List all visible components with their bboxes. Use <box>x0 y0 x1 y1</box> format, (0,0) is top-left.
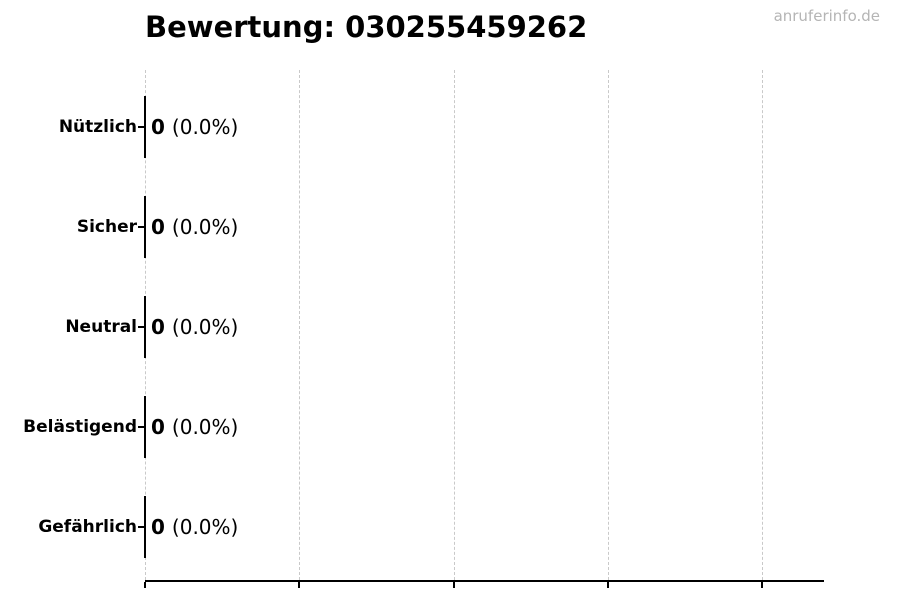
y-axis-tick <box>138 426 144 428</box>
bar-percent: (0.0%) <box>171 415 239 439</box>
gridline-4 <box>762 70 763 580</box>
bar-percent: (0.0%) <box>171 115 239 139</box>
x-axis-tick-2 <box>453 582 455 588</box>
y-axis-tick <box>138 226 144 228</box>
category-label: Gefährlich <box>38 517 137 537</box>
bar-zero-width <box>144 96 146 158</box>
bar-percent: (0.0%) <box>171 515 239 539</box>
x-axis-tick-3 <box>607 582 609 588</box>
bar-count: 0 <box>151 115 165 139</box>
category-label: Sicher <box>76 217 137 237</box>
gridline-1 <box>299 70 300 580</box>
bar-row: Gefährlich 0 (0.0%) <box>0 496 824 558</box>
bar-value-label: 0 (0.0%) <box>151 196 238 258</box>
bar-value-label: 0 (0.0%) <box>151 296 238 358</box>
bar-row: Nützlich 0 (0.0%) <box>0 96 824 158</box>
x-axis-tick-4 <box>761 582 763 588</box>
gridline-2 <box>454 70 455 580</box>
bar-value-label: 0 (0.0%) <box>151 96 238 158</box>
x-axis-tick-1 <box>298 582 300 588</box>
watermark: anruferinfo.de <box>773 7 880 25</box>
x-axis-tick-0 <box>144 582 146 588</box>
bar-zero-width <box>144 396 146 458</box>
y-axis-tick <box>138 526 144 528</box>
bar-row: Sicher 0 (0.0%) <box>0 196 824 258</box>
bar-count: 0 <box>151 315 165 339</box>
bar-count: 0 <box>151 415 165 439</box>
bar-zero-width <box>144 196 146 258</box>
bar-value-label: 0 (0.0%) <box>151 496 238 558</box>
bar-value-label: 0 (0.0%) <box>151 396 238 458</box>
x-axis-line <box>145 580 824 582</box>
category-label: Neutral <box>65 317 137 337</box>
y-axis-tick <box>138 126 144 128</box>
category-label: Belästigend <box>23 417 137 437</box>
bar-row: Belästigend 0 (0.0%) <box>0 396 824 458</box>
chart-title: Bewertung: 030255459262 <box>145 10 588 44</box>
bar-row: Neutral 0 (0.0%) <box>0 296 824 358</box>
category-label: Nützlich <box>58 117 137 137</box>
bar-zero-width <box>144 496 146 558</box>
bar-count: 0 <box>151 215 165 239</box>
y-axis-tick <box>138 326 144 328</box>
plot-area: Nützlich 0 (0.0%) Sicher 0 (0.0%) Neutra… <box>23 70 824 588</box>
bar-percent: (0.0%) <box>171 215 239 239</box>
gridline-3 <box>608 70 609 580</box>
bar-zero-width <box>144 296 146 358</box>
bar-percent: (0.0%) <box>171 315 239 339</box>
bar-count: 0 <box>151 515 165 539</box>
